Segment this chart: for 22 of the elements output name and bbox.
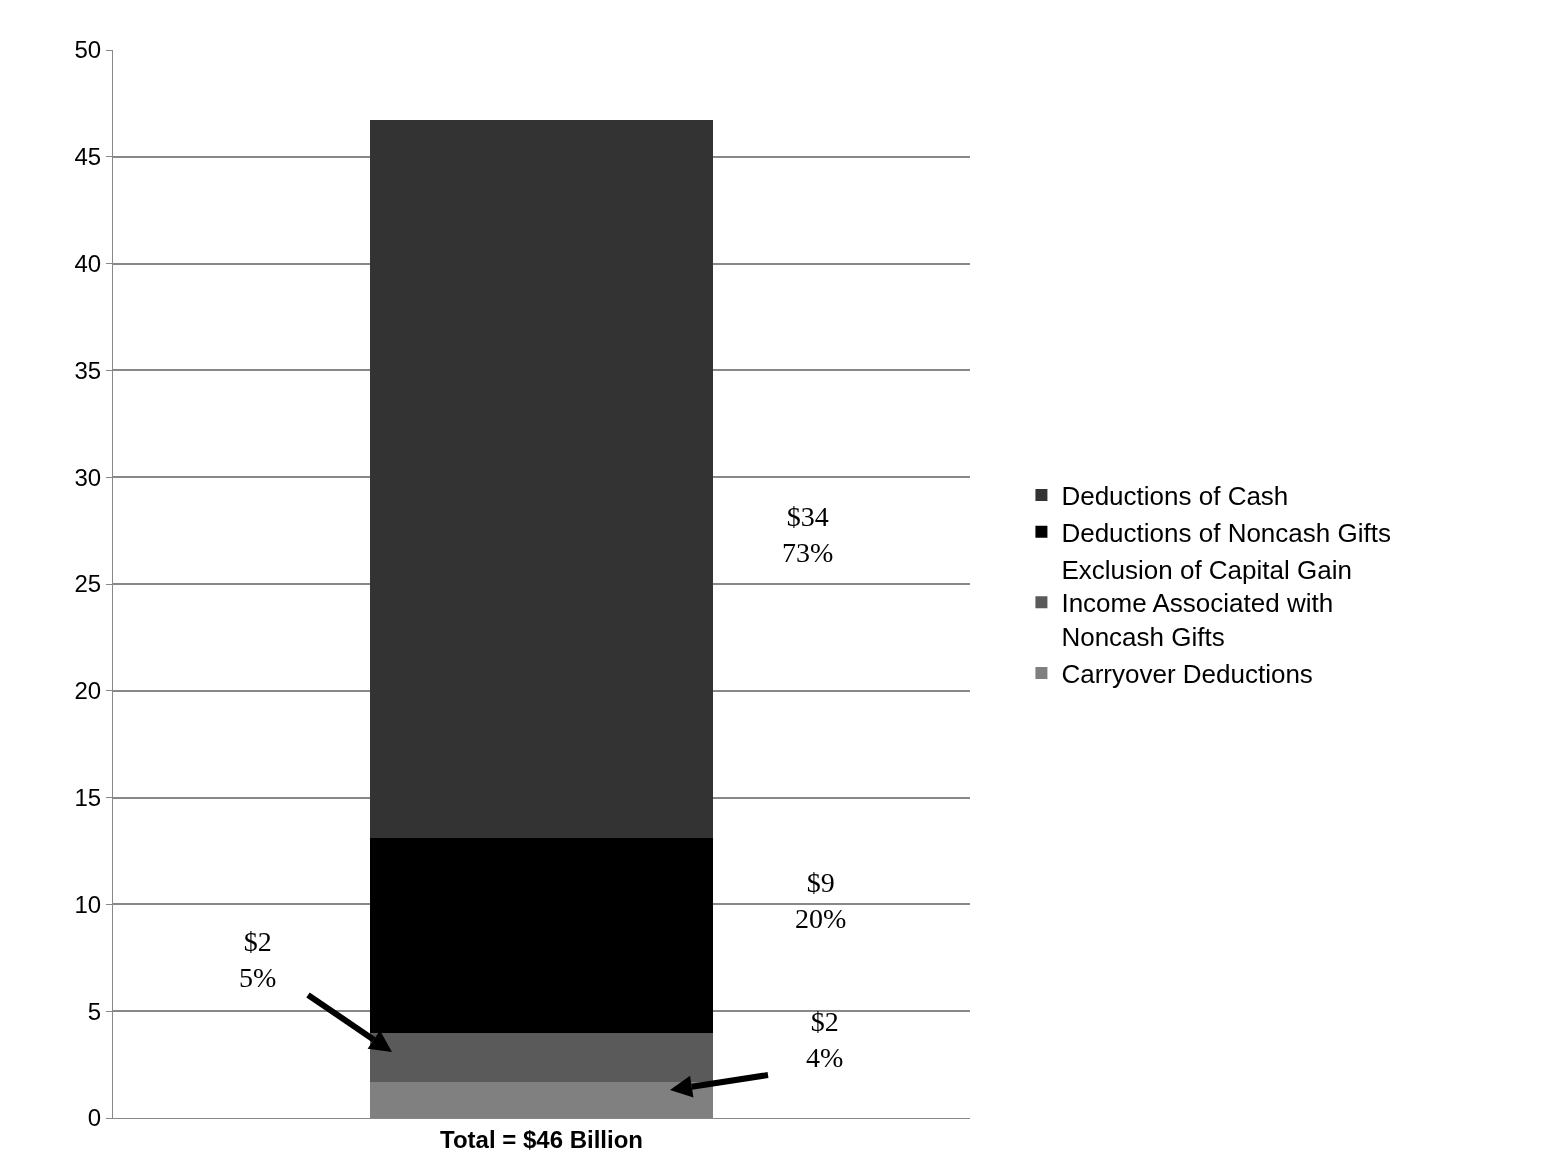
y-tick-label: 50: [74, 36, 102, 64]
y-tick-label: 40: [74, 250, 102, 277]
bar: [370, 1032, 713, 1082]
y-tick-label: 30: [74, 463, 102, 491]
y-tick-label: 25: [74, 570, 102, 598]
annotation: $2 4%: [806, 1006, 844, 1074]
bar: [370, 120, 713, 839]
x-tick-label: Total = $46 Billion: [440, 1125, 643, 1153]
annotation: $2 5%: [239, 926, 277, 994]
legend-label: Deductions of Cash: [1061, 481, 1289, 512]
annotation: $9 20%: [795, 867, 847, 935]
y-tick-label: 0: [87, 1104, 102, 1132]
y-tick-label: 10: [74, 890, 102, 918]
y-tick-label: 45: [74, 143, 102, 171]
y-tick-label: 5: [87, 997, 102, 1025]
y-tick-label: 15: [74, 784, 102, 811]
y-tick-label: 20: [74, 677, 102, 705]
legend-label: Exclusion of Capital Gain Income Associated with Noncash Gifts: [1061, 554, 1352, 653]
annotation: $34 73%: [782, 501, 834, 569]
legend-label: Deductions of Noncash Gifts: [1061, 517, 1391, 548]
y-tick-label: 35: [74, 356, 102, 384]
legend-label: Carryover Deductions: [1061, 659, 1313, 690]
